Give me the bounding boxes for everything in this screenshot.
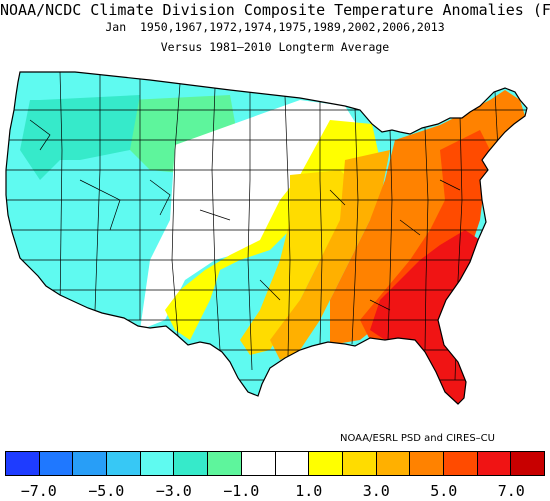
data-source-credit: NOAA/ESRL PSD and CIRES–CU xyxy=(340,433,495,444)
legend-tick-label: −5.0 xyxy=(88,482,125,500)
legend-swatch xyxy=(208,452,242,475)
legend-swatch xyxy=(241,452,276,475)
color-legend-ticks: −7.0 −5.0 −3.0 −1.0 1.0 3.0 5.0 7.0 xyxy=(0,482,550,500)
legend-swatch xyxy=(511,452,544,475)
legend-swatch xyxy=(342,452,377,475)
legend-tick-label: −1.0 xyxy=(223,482,260,500)
legend-swatch xyxy=(39,452,74,475)
legend-swatch xyxy=(107,452,141,475)
map-subtitle-years: Jan 1950,1967,1972,1974,1975,1989,2002,2… xyxy=(105,20,445,34)
legend-tick-label: 3.0 xyxy=(362,482,390,500)
legend-swatch xyxy=(309,452,343,475)
legend-swatch xyxy=(376,452,411,475)
legend-swatch xyxy=(477,452,512,475)
map-subtitle-baseline: Versus 1981–2010 Longterm Average xyxy=(160,40,390,54)
color-legend-bar xyxy=(5,451,545,476)
map-title: NOAA/NCDC Climate Division Composite Tem… xyxy=(0,1,550,19)
legend-tick-label: −3.0 xyxy=(155,482,192,500)
legend-swatch xyxy=(410,452,444,475)
legend-swatch xyxy=(6,452,40,475)
legend-swatch xyxy=(140,452,175,475)
legend-tick-label: 7.0 xyxy=(497,482,525,500)
legend-swatch xyxy=(174,452,209,475)
legend-swatch xyxy=(275,452,310,475)
legend-tick-label: 1.0 xyxy=(295,482,323,500)
legend-tick-label: 5.0 xyxy=(430,482,458,500)
legend-tick-label: −7.0 xyxy=(20,482,57,500)
legend-swatch xyxy=(73,452,108,475)
legend-swatch xyxy=(443,452,478,475)
